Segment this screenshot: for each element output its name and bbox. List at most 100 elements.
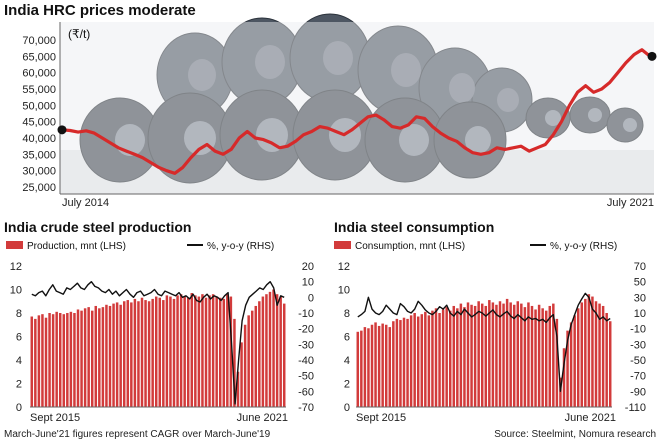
hrc-chart-title: India HRC prices moderate xyxy=(4,2,196,19)
production-x-start-label: Sept 2015 xyxy=(30,412,80,424)
production-bar xyxy=(87,307,90,408)
production-bar xyxy=(279,296,282,407)
consumption-left-tick: 12 xyxy=(338,261,350,273)
consumption-bar xyxy=(448,310,452,407)
consumption-left-tick: 0 xyxy=(344,402,350,414)
consumption-x-start-label: Sept 2015 xyxy=(356,412,406,424)
consumption-bar xyxy=(374,322,377,407)
consumption-bar xyxy=(427,315,431,407)
consumption-bar xyxy=(480,303,484,407)
production-bar xyxy=(73,313,76,407)
hrc-y-tick: 55,000 xyxy=(22,84,56,96)
consumption-right-tick: 70 xyxy=(634,261,646,273)
hrc-y-tick-labels: 70,000 65,000 60,000 55,000 50,000 45,000 40,0… xyxy=(22,35,56,194)
production-bar xyxy=(108,305,112,407)
consumption-bar xyxy=(573,315,576,407)
consumption-bar xyxy=(452,305,456,407)
production-x-end-label: June 2021 xyxy=(237,412,288,424)
consumption-left-tick: 10 xyxy=(338,285,350,297)
production-bar xyxy=(208,295,211,408)
production-bar xyxy=(282,303,286,407)
consumption-bar xyxy=(488,300,491,407)
production-left-tick: 8 xyxy=(16,308,22,320)
production-bar xyxy=(218,297,222,407)
consumption-chart-title: India steel consumption xyxy=(334,219,494,235)
consumption-bar xyxy=(587,294,591,407)
production-bar xyxy=(243,324,247,407)
consumption-bar xyxy=(381,323,384,407)
production-right-tick: -20 xyxy=(298,324,314,336)
hrc-start-marker xyxy=(57,125,67,135)
production-bar xyxy=(76,309,80,407)
consumption-left-tick: 4 xyxy=(344,355,350,367)
consumption-bar xyxy=(356,331,360,407)
production-bar xyxy=(162,300,165,407)
production-bar xyxy=(41,314,44,407)
production-bar xyxy=(261,296,265,407)
consumption-bar xyxy=(431,310,434,407)
consumption-bar xyxy=(406,318,409,408)
production-bar xyxy=(268,291,272,407)
production-left-tick: 10 xyxy=(10,285,22,297)
consumption-x-end-label: June 2021 xyxy=(565,412,616,424)
consumption-legend-swatch xyxy=(334,241,351,249)
footer-note: March-June'21 figures represent CAGR ove… xyxy=(4,429,271,440)
consumption-bar xyxy=(363,327,367,407)
consumption-bar xyxy=(360,330,363,408)
consumption-bar xyxy=(367,328,370,407)
production-right-tick: -60 xyxy=(298,386,314,398)
production-left-tick: 2 xyxy=(16,379,22,391)
consumption-bar xyxy=(594,301,598,407)
production-bar xyxy=(240,342,243,408)
consumption-bar xyxy=(463,307,466,408)
production-legend-swatch xyxy=(6,241,23,249)
consumption-bar xyxy=(477,301,480,407)
production-bar xyxy=(197,296,201,407)
consumption-bar xyxy=(416,316,420,407)
consumption-legend-line-label: %, y-o-y (RHS) xyxy=(550,241,617,252)
production-bar xyxy=(158,297,162,407)
production-bar xyxy=(194,295,197,408)
consumption-bar xyxy=(516,301,520,407)
consumption-bar xyxy=(434,308,438,407)
consumption-bar xyxy=(498,301,502,407)
consumption-bar xyxy=(512,304,516,407)
production-bar xyxy=(236,371,240,407)
production-bar xyxy=(34,318,37,408)
production-bar xyxy=(172,298,176,407)
production-bar xyxy=(151,298,154,407)
consumption-bar xyxy=(566,330,569,408)
consumption-right-tick: -70 xyxy=(630,371,646,383)
consumption-legend: Consumption, mnt (LHS) %, y-o-y (RHS) xyxy=(334,241,617,252)
consumption-legend-bar-label: Consumption, mnt (LHS) xyxy=(355,241,465,252)
hrc-y-tick: 50,000 xyxy=(22,100,56,112)
consumption-left-tick: 6 xyxy=(344,332,350,344)
consumption-bar xyxy=(502,303,505,407)
production-bars xyxy=(30,289,286,408)
production-bar xyxy=(147,301,151,407)
production-right-tick: -10 xyxy=(298,308,314,320)
consumption-bar xyxy=(370,324,374,407)
hrc-x-end-label: July 2021 xyxy=(607,197,654,209)
production-bar xyxy=(58,313,62,407)
consumption-tick-labels: 12 10 8 6 4 2 0 70 50 30 10 -10 -30 -50 -70 -90 -110 xyxy=(338,261,646,414)
production-bar xyxy=(105,304,108,407)
consumption-bar xyxy=(409,315,413,407)
production-bar xyxy=(215,296,218,407)
consumption-right-tick: 30 xyxy=(634,292,646,304)
consumption-bar xyxy=(580,302,584,407)
production-bar xyxy=(265,294,268,407)
hrc-chart: India HRC prices moderate xyxy=(4,2,657,209)
production-right-tick: 10 xyxy=(302,277,314,289)
consumption-bar xyxy=(384,324,388,407)
consumption-left-tick: 8 xyxy=(344,308,350,320)
production-bar xyxy=(144,300,147,407)
production-bar xyxy=(137,301,140,407)
consumption-bar xyxy=(537,304,541,407)
consumption-bar xyxy=(445,307,448,408)
consumption-bar xyxy=(491,302,495,407)
hrc-unit-label: (₹/t) xyxy=(68,27,90,41)
consumption-bar xyxy=(608,321,612,407)
production-bar xyxy=(272,289,275,407)
consumption-bar xyxy=(523,307,527,408)
